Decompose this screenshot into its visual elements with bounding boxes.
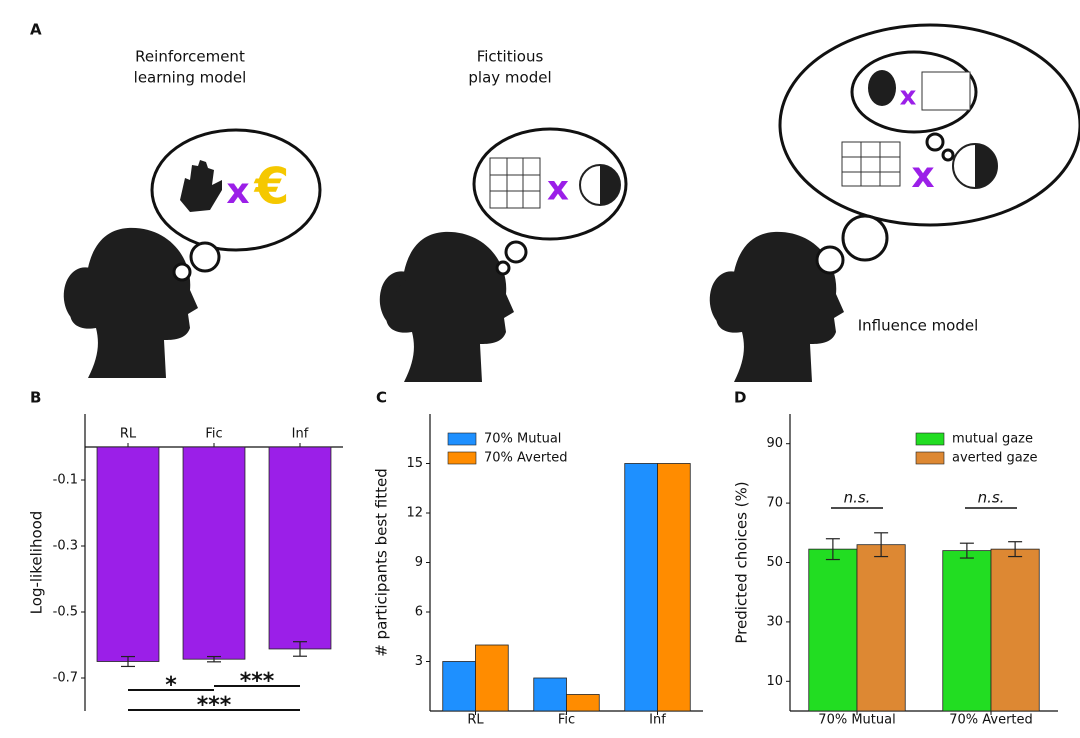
head-icon (868, 70, 896, 106)
y-tick-label: 50 (766, 555, 783, 570)
thought-bubble (189, 241, 221, 273)
panel-label: B (30, 389, 41, 407)
x-tick-label: 70% Mutual (818, 713, 895, 728)
bar (268, 446, 332, 650)
model-title: learning model (134, 69, 247, 87)
legend-label: mutual gaze (952, 432, 1033, 447)
significance-label: * (165, 673, 177, 698)
legend-label: averted gaze (952, 451, 1038, 466)
legend-swatch (915, 432, 945, 446)
panel-label: A (30, 21, 42, 39)
model-title: Influence model (858, 317, 979, 335)
thought-cloud (150, 128, 322, 252)
x-tick-label: Inf (292, 427, 309, 442)
payoff-grid (490, 158, 540, 208)
thought-bubble (172, 262, 192, 282)
bar (942, 550, 992, 712)
symbol: € (254, 158, 290, 216)
legend-swatch (447, 432, 477, 446)
hand-icon (180, 160, 222, 212)
thought-bubble (504, 240, 528, 264)
face-icon (600, 165, 620, 205)
thought-bubble (941, 148, 955, 162)
symbol: x (547, 169, 569, 209)
y-tick-label: 70 (766, 496, 783, 511)
y-tick-label: -0.1 (53, 473, 78, 488)
symbol: x (911, 155, 934, 196)
thought-bubble (815, 245, 845, 275)
model-title: play model (468, 69, 551, 87)
y-tick-label: 12 (406, 506, 423, 521)
bar (442, 661, 476, 712)
significance-label: *** (197, 693, 232, 718)
y-axis-label: Log-likelihood (28, 511, 46, 615)
bar (856, 544, 906, 712)
face-icon (975, 144, 997, 188)
y-tick-label: 10 (766, 674, 783, 689)
symbol: x (226, 171, 249, 212)
y-tick-label: 90 (766, 436, 783, 451)
bar (657, 463, 691, 712)
legend-swatch (447, 451, 477, 465)
payoff-grid (842, 142, 900, 186)
thought-bubble (841, 214, 889, 262)
thought-cloud (472, 127, 628, 241)
x-tick-label: 70% Averted (949, 713, 1033, 728)
bar (182, 446, 246, 660)
x-tick-label: RL (467, 713, 484, 728)
payoff-matrix (489, 157, 541, 209)
y-tick-label: -0.7 (53, 671, 78, 686)
y-tick-label: 9 (415, 555, 423, 570)
model-title: Fictitious (477, 48, 544, 66)
y-tick-label: 30 (766, 614, 783, 629)
y-tick-label: -0.3 (53, 539, 78, 554)
y-tick-label: 3 (415, 654, 423, 669)
legend-swatch (915, 451, 945, 465)
x-tick-label: Fic (205, 427, 222, 442)
bar (96, 446, 160, 662)
y-tick-label: 15 (406, 456, 423, 471)
y-axis-label: Predicted choices (%) (733, 481, 751, 643)
payoff-matrix (921, 71, 971, 111)
significance-label: n.s. (844, 489, 871, 507)
bar (624, 463, 658, 712)
significance-label: n.s. (978, 489, 1005, 507)
significance-label: *** (240, 669, 275, 694)
model-title: Reinforcement (135, 48, 245, 66)
panel-label: C (376, 389, 387, 407)
legend-label: 70% Averted (484, 451, 568, 466)
payoff-matrix (841, 141, 901, 187)
y-axis-label: # participants best fitted (373, 468, 391, 657)
legend-label: 70% Mutual (484, 432, 561, 447)
x-tick-label: Fic (558, 713, 575, 728)
thought-bubble (495, 260, 511, 276)
bar (990, 548, 1040, 712)
thought-bubble (925, 132, 945, 152)
symbol: x (900, 82, 917, 112)
y-tick-label: 6 (415, 605, 423, 620)
silhouette (379, 231, 514, 382)
x-tick-label: Inf (649, 713, 666, 728)
bar (808, 548, 858, 712)
y-tick-label: -0.5 (53, 605, 78, 620)
bar (475, 644, 509, 712)
bar (566, 694, 600, 712)
bar (533, 677, 567, 712)
silhouette (63, 227, 198, 378)
x-tick-label: RL (120, 427, 137, 442)
panel-label: D (734, 389, 746, 407)
